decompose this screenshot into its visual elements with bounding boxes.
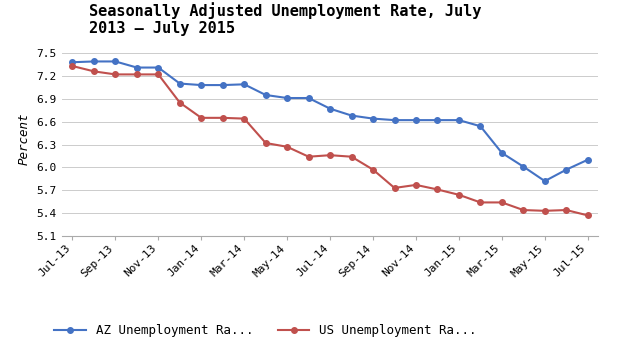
US Unemployment Ra... (326, 153, 334, 157)
US Unemployment Ra... (241, 117, 248, 121)
AZ Unemployment Ra... (241, 82, 248, 86)
US Unemployment Ra... (584, 213, 592, 218)
US Unemployment Ra... (455, 193, 463, 197)
AZ Unemployment Ra... (584, 158, 592, 162)
AZ Unemployment Ra... (477, 124, 484, 128)
AZ Unemployment Ra... (391, 118, 398, 122)
Line: US Unemployment Ra...: US Unemployment Ra... (70, 63, 590, 218)
AZ Unemployment Ra... (133, 66, 141, 70)
US Unemployment Ra... (90, 69, 97, 74)
AZ Unemployment Ra... (197, 83, 205, 87)
AZ Unemployment Ra... (112, 59, 119, 64)
AZ Unemployment Ra... (283, 96, 291, 100)
US Unemployment Ra... (283, 145, 291, 149)
AZ Unemployment Ra... (326, 107, 334, 111)
AZ Unemployment Ra... (520, 164, 527, 169)
AZ Unemployment Ra... (412, 118, 420, 122)
US Unemployment Ra... (262, 141, 270, 145)
US Unemployment Ra... (112, 72, 119, 76)
US Unemployment Ra... (348, 155, 355, 159)
Text: Seasonally Adjusted Unemployment Rate, July
2013 – July 2015: Seasonally Adjusted Unemployment Rate, J… (89, 2, 481, 36)
US Unemployment Ra... (520, 208, 527, 212)
US Unemployment Ra... (68, 64, 76, 68)
US Unemployment Ra... (219, 116, 226, 120)
US Unemployment Ra... (498, 200, 505, 204)
AZ Unemployment Ra... (348, 113, 355, 118)
AZ Unemployment Ra... (68, 60, 76, 64)
US Unemployment Ra... (155, 72, 162, 76)
AZ Unemployment Ra... (219, 83, 226, 87)
US Unemployment Ra... (391, 186, 398, 190)
US Unemployment Ra... (412, 183, 420, 187)
US Unemployment Ra... (434, 187, 441, 192)
AZ Unemployment Ra... (455, 118, 463, 122)
AZ Unemployment Ra... (155, 66, 162, 70)
US Unemployment Ra... (563, 208, 570, 212)
US Unemployment Ra... (197, 116, 205, 120)
US Unemployment Ra... (370, 168, 377, 172)
AZ Unemployment Ra... (563, 168, 570, 172)
US Unemployment Ra... (176, 101, 183, 105)
AZ Unemployment Ra... (434, 118, 441, 122)
AZ Unemployment Ra... (305, 96, 312, 100)
US Unemployment Ra... (541, 209, 549, 213)
AZ Unemployment Ra... (498, 151, 505, 155)
US Unemployment Ra... (305, 155, 312, 159)
AZ Unemployment Ra... (262, 93, 270, 97)
Legend: AZ Unemployment Ra..., US Unemployment Ra...: AZ Unemployment Ra..., US Unemployment R… (49, 320, 482, 342)
US Unemployment Ra... (133, 72, 141, 76)
Y-axis label: Percent: Percent (18, 112, 31, 165)
AZ Unemployment Ra... (176, 82, 183, 86)
Line: AZ Unemployment Ra...: AZ Unemployment Ra... (70, 59, 590, 184)
AZ Unemployment Ra... (541, 179, 549, 183)
US Unemployment Ra... (477, 200, 484, 204)
AZ Unemployment Ra... (370, 117, 377, 121)
AZ Unemployment Ra... (90, 59, 97, 64)
